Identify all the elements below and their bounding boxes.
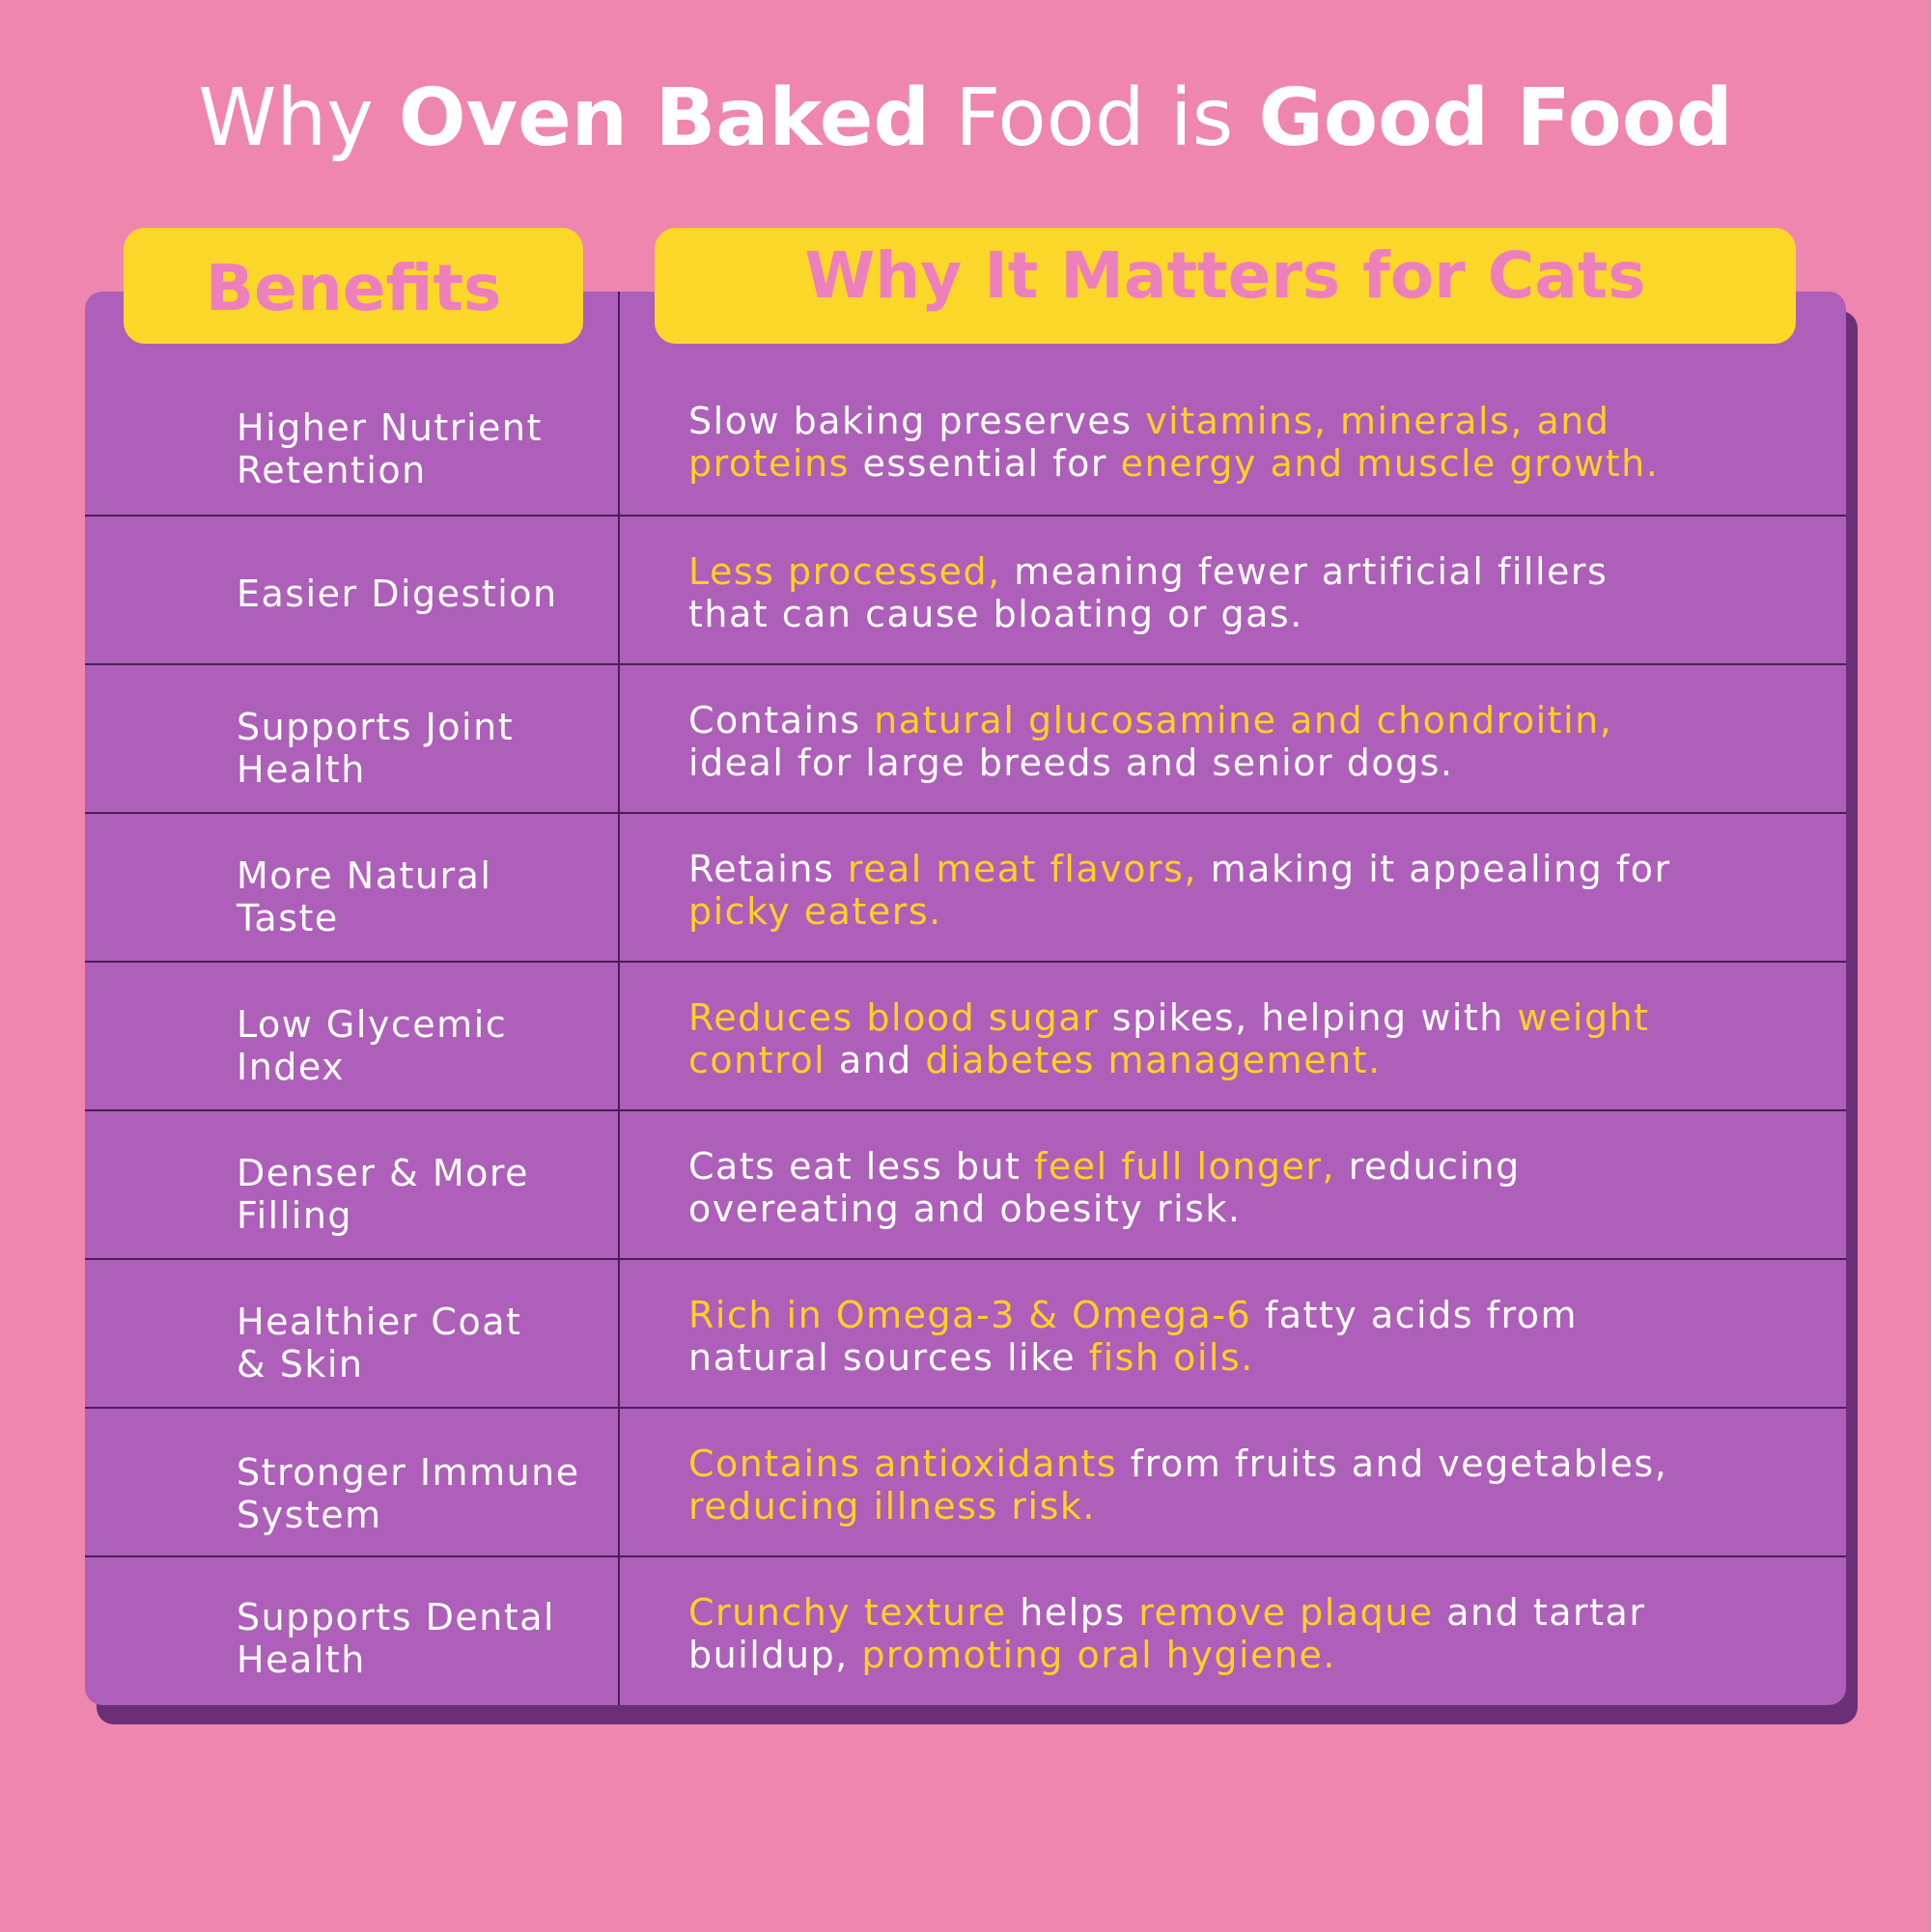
highlight-text: Contains antioxidants: [688, 1442, 1118, 1485]
why-description: Slow baking preserves vitamins, minerals…: [688, 400, 1789, 485]
highlight-text: weight: [1517, 996, 1650, 1039]
benefit-line-2: Health: [237, 1638, 366, 1681]
benefit-line-1: Higher Nutrient: [237, 406, 543, 449]
row-divider: [85, 812, 1846, 814]
benefit-line-2: & Skin: [237, 1343, 364, 1386]
description-text: Retains: [688, 848, 848, 890]
header-benefits: Benefits: [124, 228, 583, 344]
why-description: Retains real meat flavors, making it app…: [688, 848, 1789, 933]
title-word-1: Why: [198, 72, 374, 164]
description-text: Cats eat less but: [688, 1145, 1035, 1188]
benefit-label: Healthier Coat & Skin: [237, 1301, 623, 1386]
benefit-label: Low Glycemic Index: [237, 1003, 623, 1088]
why-description: Cats eat less but feel full longer, redu…: [688, 1145, 1789, 1230]
benefit-line-1: Denser & More: [237, 1152, 530, 1194]
description-text: buildup,: [688, 1634, 862, 1676]
benefit-line-1: Low Glycemic: [237, 1003, 508, 1046]
row-divider: [85, 1555, 1846, 1557]
highlight-text: diabetes management.: [925, 1039, 1382, 1081]
highlight-text: control: [688, 1039, 826, 1081]
benefit-line-1: Supports Joint: [237, 706, 515, 748]
benefit-line-2: Retention: [237, 449, 427, 491]
description-text: overeating and obesity risk.: [688, 1188, 1242, 1230]
highlight-text: energy and muscle growth.: [1120, 442, 1660, 485]
description-text: natural sources like: [688, 1336, 1089, 1379]
highlight-text: promoting oral hygiene.: [861, 1634, 1336, 1676]
highlight-text: feel full longer,: [1034, 1145, 1336, 1188]
highlight-text: reducing illness risk.: [688, 1485, 1096, 1527]
table-row: Easier Digestion Less processed, meaning …: [85, 517, 1846, 665]
table-row: Supports Dental Health Crunchy texture hel…: [85, 1557, 1846, 1705]
highlight-text: proteins: [688, 442, 850, 485]
highlight-text: fish oils.: [1088, 1336, 1254, 1379]
row-divider: [85, 515, 1846, 517]
description-text: and: [826, 1039, 926, 1081]
benefit-label: Higher Nutrient Retention: [237, 406, 623, 491]
header-why-it-matters: Why It Matters for Cats: [655, 228, 1796, 344]
benefits-table: Higher Nutrient Retention Slow baking pres…: [85, 292, 1846, 1705]
table-row: Stronger Immune System Contains antioxidan…: [85, 1409, 1846, 1557]
benefit-label: More Natural Taste: [237, 854, 623, 939]
highlight-text: Reduces blood sugar: [688, 996, 1100, 1039]
benefit-label: Denser & More Filling: [237, 1152, 623, 1237]
highlight-text: remove plaque: [1138, 1591, 1434, 1634]
why-description: Reduces blood sugar spikes, helping with…: [688, 996, 1789, 1081]
table-row: Higher Nutrient Retention Slow baking pres…: [85, 292, 1846, 517]
highlight-text: Less processed,: [688, 550, 1001, 593]
description-text: spikes, helping with: [1099, 996, 1518, 1039]
row-divider: [85, 1407, 1846, 1409]
description-text: meaning fewer artificial fillers: [1000, 550, 1609, 593]
title-word-2: Oven Baked: [398, 72, 931, 164]
benefit-label: Stronger Immune System: [237, 1451, 623, 1536]
column-divider: [618, 292, 620, 1705]
description-text: that can cause bloating or gas.: [688, 593, 1303, 635]
why-description: Crunchy texture helps remove plaque and …: [688, 1591, 1789, 1676]
benefit-line-2: Index: [237, 1046, 346, 1088]
description-text: ideal for large breeds and senior dogs.: [688, 742, 1454, 784]
why-description: Contains antioxidants from fruits and ve…: [688, 1442, 1789, 1527]
highlight-text: vitamins, minerals, and: [1145, 400, 1610, 442]
benefit-line-1: Supports Dental: [237, 1596, 556, 1638]
description-text: making it appealing for: [1197, 848, 1671, 890]
description-text: helps: [1006, 1591, 1139, 1634]
page-title: Why Oven Baked Food is Good Food: [0, 66, 1931, 172]
why-description: Rich in Omega-3 & Omega-6 fatty acids fr…: [688, 1294, 1789, 1379]
row-divider: [85, 1109, 1846, 1111]
benefit-line-1: Easier Digestion: [237, 573, 558, 615]
description-text: reducing: [1335, 1145, 1521, 1188]
benefit-line-2: Health: [237, 748, 366, 791]
highlight-text: picky eaters.: [688, 890, 942, 933]
description-text: fatty acids from: [1251, 1294, 1579, 1336]
benefit-line-1: Stronger Immune: [237, 1451, 580, 1494]
table-row: More Natural Taste Retains real meat flavo…: [85, 814, 1846, 963]
highlight-text: Rich in Omega-3 & Omega-6: [688, 1294, 1252, 1336]
title-word-4: Good Food: [1258, 72, 1733, 164]
why-description: Less processed, meaning fewer artificial…: [688, 550, 1789, 635]
benefit-line-2: System: [237, 1494, 382, 1536]
highlight-text: natural glucosamine and chondroitin,: [874, 699, 1613, 742]
table-row: Low Glycemic Index Reduces blood sugar spi…: [85, 963, 1846, 1111]
benefit-line-2: Taste: [237, 897, 339, 939]
description-text: from fruits and vegetables,: [1117, 1442, 1668, 1485]
row-divider: [85, 1258, 1846, 1260]
table-row: Healthier Coat & Skin Rich in Omega-3 & Om…: [85, 1260, 1846, 1409]
highlight-text: Crunchy texture: [688, 1591, 1007, 1634]
benefit-line-1: Healthier Coat: [237, 1301, 522, 1343]
why-description: Contains natural glucosamine and chondro…: [688, 699, 1789, 784]
description-text: and tartar: [1433, 1591, 1646, 1634]
benefit-label: Supports Dental Health: [237, 1596, 623, 1681]
title-word-3: Food is: [955, 72, 1234, 164]
highlight-text: real meat flavors,: [847, 848, 1197, 890]
benefit-label: Supports Joint Health: [237, 706, 623, 791]
benefit-line-1: More Natural: [237, 854, 492, 897]
row-divider: [85, 663, 1846, 665]
description-text: essential for: [849, 442, 1121, 485]
benefit-line-2: Filling: [237, 1194, 353, 1237]
row-divider: [85, 961, 1846, 963]
benefit-label: Easier Digestion: [237, 573, 623, 615]
table-row: Supports Joint Health Contains natural glu…: [85, 665, 1846, 814]
description-text: Slow baking preserves: [688, 400, 1146, 442]
table-row: Denser & More Filling Cats eat less but fe…: [85, 1111, 1846, 1260]
description-text: Contains: [688, 699, 875, 742]
